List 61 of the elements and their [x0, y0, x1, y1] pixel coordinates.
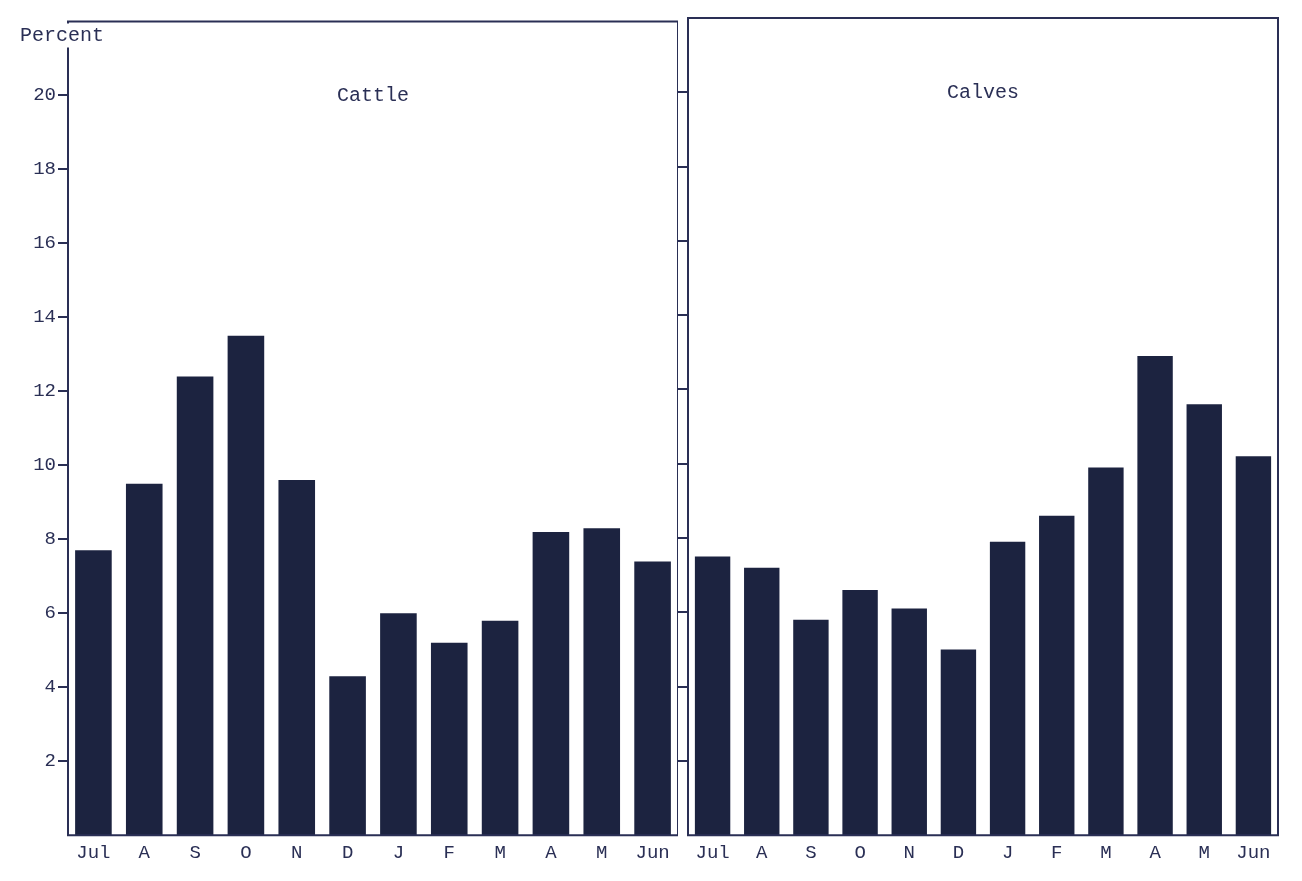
x-tick-label: A	[545, 841, 558, 864]
y-tick-label: 16	[33, 232, 56, 255]
x-tick-label: S	[805, 841, 817, 864]
x-tick-label: A	[756, 841, 769, 864]
x-tick-label: Jun	[1236, 841, 1271, 864]
x-tick-label: F	[443, 841, 455, 864]
x-tick-label: J	[1001, 841, 1014, 864]
bar	[1137, 356, 1173, 836]
y-tick-label: 14	[33, 306, 56, 329]
bar	[891, 608, 927, 836]
x-tick-label: Jul	[76, 841, 111, 864]
bar	[634, 561, 671, 836]
bar	[75, 550, 112, 836]
bar	[380, 613, 417, 836]
x-tick-label: M	[596, 841, 608, 864]
bar	[694, 556, 731, 836]
bar	[940, 649, 977, 836]
x-tick-label: O	[854, 841, 866, 864]
bar	[278, 480, 316, 836]
y-tick-label: 20	[33, 84, 56, 107]
text: Calves	[946, 80, 1020, 104]
bar	[842, 590, 878, 836]
bar	[1039, 515, 1075, 836]
y-tick-label: 2	[44, 750, 56, 773]
x-tick-label: D	[952, 841, 965, 864]
x-tick-label: Jul	[695, 841, 730, 864]
x-tick-label: N	[903, 841, 915, 864]
x-tick-label: M	[494, 841, 506, 864]
y-tick-label: 6	[44, 602, 56, 625]
x-tick-label: M	[1100, 841, 1112, 864]
x-tick-label: J	[392, 841, 405, 864]
x-tick-label: D	[341, 841, 354, 864]
bar	[583, 528, 621, 836]
text: Cattle	[336, 83, 410, 107]
bar	[989, 541, 1026, 836]
x-tick-label: F	[1051, 841, 1063, 864]
x-tick-label: Jun	[635, 841, 670, 864]
bar	[329, 676, 366, 836]
y-tick-label: 8	[44, 528, 56, 551]
y-tick-label: 12	[33, 380, 56, 403]
x-tick-label: O	[240, 841, 252, 864]
y-axis-title: Percent	[20, 23, 105, 47]
x-tick-label: A	[138, 841, 151, 864]
bar	[1235, 456, 1272, 836]
x-tick-label: N	[291, 841, 303, 864]
bar	[430, 642, 468, 836]
y-tick-label: 4	[44, 676, 56, 699]
bar	[227, 335, 265, 836]
x-tick-label: M	[1198, 841, 1210, 864]
bar	[532, 531, 570, 836]
bar	[176, 376, 214, 836]
x-tick-label: A	[1149, 841, 1162, 864]
bar	[1186, 404, 1222, 836]
bar	[793, 619, 829, 836]
bar	[125, 483, 163, 836]
bar	[481, 620, 519, 836]
y-tick-label: 18	[33, 158, 56, 181]
bar	[744, 567, 780, 836]
bar	[1088, 467, 1124, 836]
x-tick-label: S	[189, 841, 201, 864]
y-tick-label: 10	[33, 454, 56, 477]
